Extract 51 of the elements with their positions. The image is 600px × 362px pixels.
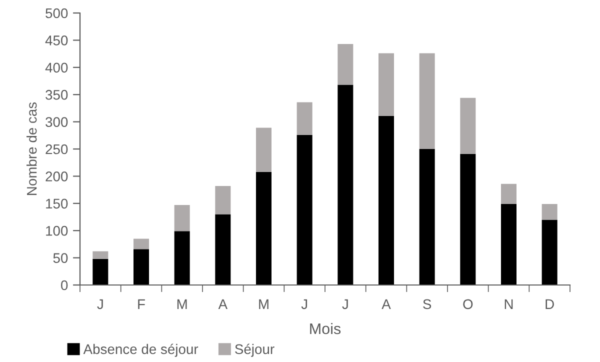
bar [296,102,312,135]
x-tick-label: A [382,299,391,309]
bar [460,98,476,154]
bar [296,134,312,285]
x-tick-label: N [504,299,513,309]
y-tick-label: 300 [46,117,68,127]
bar [378,53,394,116]
legend-label: Absence de séjour [83,344,198,357]
x-axis-title: Mois [310,322,341,334]
y-tick-label: 400 [45,62,68,73]
x-tick-label: A [218,299,228,309]
x-tick-label: O [463,299,473,310]
bar [460,154,476,285]
x-tick-label: J [342,299,348,310]
bar [133,249,150,285]
bar [500,204,517,285]
bar [92,251,108,259]
bar [215,214,231,285]
y-tick-label: 150 [46,198,68,209]
y-tick-label: 0 [61,280,68,290]
y-tick-label: 100 [46,226,68,236]
y-tick-label: 500 [46,8,68,18]
bar [542,204,558,220]
bar [256,172,272,285]
y-tick-label: 450 [45,36,68,46]
bar [256,128,272,172]
bar [174,231,190,285]
x-tick-label: F [138,299,145,309]
bar [419,149,435,285]
y-axis-title: Nombre de cas [26,102,37,195]
bar [338,44,354,85]
bar [174,205,190,232]
y-tick-label: 50 [53,253,68,263]
bar [92,258,108,285]
bar [133,238,150,250]
bar [338,84,354,285]
bar [419,53,435,149]
x-tick-label: D [546,299,554,309]
bar [378,116,394,285]
bar [542,220,558,285]
x-tick-label: M [177,299,187,309]
x-tick-label: S [423,299,432,310]
y-tick-label: 200 [46,172,68,182]
x-tick-label: J [97,299,103,310]
x-tick-label: J [301,299,308,310]
x-tick-label: M [259,299,268,309]
y-tick-label: 250 [46,144,68,154]
bar [500,184,517,204]
y-tick-label: 350 [46,90,68,100]
bar [215,186,231,214]
legend-label: Séjour [235,344,274,357]
